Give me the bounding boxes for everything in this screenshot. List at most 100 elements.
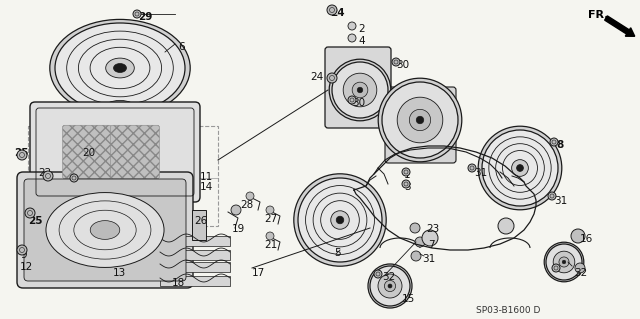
Text: 10: 10 bbox=[100, 258, 113, 268]
Circle shape bbox=[553, 251, 575, 273]
Text: 9: 9 bbox=[20, 250, 27, 260]
Circle shape bbox=[378, 274, 402, 298]
Circle shape bbox=[374, 270, 382, 278]
Circle shape bbox=[410, 109, 431, 131]
Circle shape bbox=[231, 205, 241, 215]
Circle shape bbox=[378, 78, 462, 162]
Text: 11: 11 bbox=[200, 172, 213, 182]
Circle shape bbox=[516, 165, 524, 171]
Text: 25: 25 bbox=[14, 148, 29, 158]
Circle shape bbox=[410, 223, 420, 233]
Circle shape bbox=[133, 10, 141, 18]
Circle shape bbox=[397, 97, 443, 143]
Text: 25: 25 bbox=[28, 216, 42, 226]
Bar bbox=[160, 250, 230, 260]
Circle shape bbox=[562, 260, 566, 264]
FancyBboxPatch shape bbox=[111, 125, 159, 179]
Text: 17: 17 bbox=[252, 268, 265, 278]
Text: 6: 6 bbox=[178, 42, 184, 52]
Text: SP03-B1600 D: SP03-B1600 D bbox=[476, 306, 540, 315]
Text: 20: 20 bbox=[82, 148, 95, 158]
Bar bbox=[192, 210, 206, 240]
Circle shape bbox=[548, 192, 556, 200]
Circle shape bbox=[402, 168, 410, 176]
Text: 24: 24 bbox=[330, 8, 344, 18]
Circle shape bbox=[336, 216, 344, 224]
Circle shape bbox=[357, 87, 363, 93]
Circle shape bbox=[352, 82, 368, 98]
Circle shape bbox=[348, 34, 356, 42]
Text: 31: 31 bbox=[474, 168, 487, 178]
Circle shape bbox=[571, 229, 585, 243]
Circle shape bbox=[385, 280, 396, 292]
Text: 26: 26 bbox=[194, 216, 207, 226]
Circle shape bbox=[482, 130, 558, 206]
Circle shape bbox=[70, 174, 78, 182]
Circle shape bbox=[266, 206, 274, 214]
Ellipse shape bbox=[46, 193, 164, 267]
Text: 14: 14 bbox=[200, 182, 213, 192]
Text: 31: 31 bbox=[422, 254, 435, 264]
Circle shape bbox=[332, 62, 388, 118]
Circle shape bbox=[468, 164, 476, 172]
Bar bbox=[28, 126, 218, 226]
Circle shape bbox=[329, 59, 391, 121]
Circle shape bbox=[559, 257, 569, 267]
Text: 30: 30 bbox=[396, 60, 409, 70]
Circle shape bbox=[327, 5, 337, 15]
Circle shape bbox=[392, 58, 400, 66]
Circle shape bbox=[298, 178, 382, 262]
Circle shape bbox=[327, 73, 337, 83]
Circle shape bbox=[415, 237, 425, 247]
Text: 32: 32 bbox=[574, 268, 588, 278]
Circle shape bbox=[511, 160, 529, 176]
Bar bbox=[160, 262, 230, 272]
Text: 3: 3 bbox=[404, 182, 411, 192]
Circle shape bbox=[402, 180, 410, 188]
Text: 7: 7 bbox=[428, 240, 435, 250]
Text: 30: 30 bbox=[352, 98, 365, 108]
Circle shape bbox=[550, 138, 558, 146]
Circle shape bbox=[370, 266, 410, 306]
FancyBboxPatch shape bbox=[63, 125, 111, 179]
Text: 5: 5 bbox=[334, 248, 340, 258]
Circle shape bbox=[17, 150, 27, 160]
Ellipse shape bbox=[50, 19, 190, 117]
Ellipse shape bbox=[90, 221, 120, 239]
Ellipse shape bbox=[104, 100, 136, 117]
Text: 12: 12 bbox=[20, 262, 33, 272]
Ellipse shape bbox=[106, 58, 134, 78]
Text: 2: 2 bbox=[358, 24, 365, 34]
Circle shape bbox=[546, 244, 582, 280]
Circle shape bbox=[331, 211, 349, 229]
Text: 8: 8 bbox=[556, 140, 563, 150]
Circle shape bbox=[25, 208, 35, 218]
Text: 22: 22 bbox=[38, 168, 51, 178]
Circle shape bbox=[552, 264, 560, 272]
Circle shape bbox=[266, 232, 274, 240]
Text: 16: 16 bbox=[580, 234, 593, 244]
Circle shape bbox=[294, 174, 386, 266]
FancyBboxPatch shape bbox=[325, 47, 391, 128]
Text: 23: 23 bbox=[426, 224, 439, 234]
Circle shape bbox=[348, 22, 356, 30]
Text: 18: 18 bbox=[172, 278, 185, 288]
Text: 24: 24 bbox=[310, 72, 323, 82]
Text: FR.: FR. bbox=[588, 10, 609, 20]
Ellipse shape bbox=[55, 23, 185, 113]
Text: 15: 15 bbox=[402, 294, 415, 304]
Text: 32: 32 bbox=[382, 272, 396, 282]
Circle shape bbox=[43, 171, 53, 181]
Circle shape bbox=[478, 126, 562, 210]
FancyBboxPatch shape bbox=[24, 179, 186, 281]
Circle shape bbox=[348, 96, 356, 104]
Bar bbox=[160, 236, 230, 246]
FancyBboxPatch shape bbox=[30, 102, 200, 202]
Text: 4: 4 bbox=[358, 36, 365, 46]
FancyBboxPatch shape bbox=[385, 87, 456, 163]
Circle shape bbox=[17, 245, 27, 255]
Text: 31: 31 bbox=[554, 196, 567, 206]
Bar bbox=[160, 276, 230, 286]
FancyBboxPatch shape bbox=[17, 172, 193, 288]
Circle shape bbox=[343, 73, 377, 107]
